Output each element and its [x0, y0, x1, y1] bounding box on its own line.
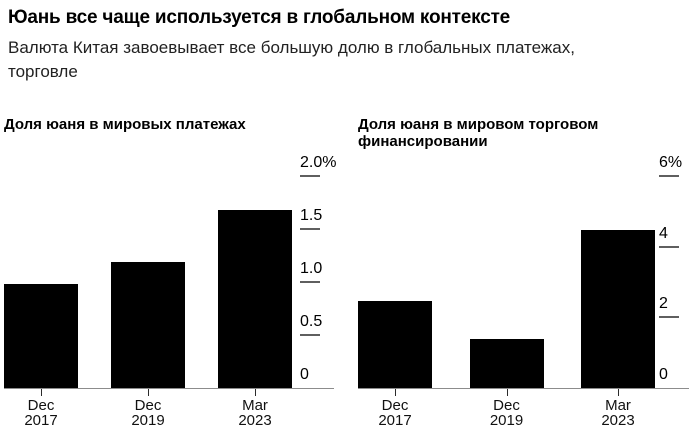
bars-group — [358, 176, 655, 388]
bar-dec-2017 — [358, 301, 432, 388]
bar-mar-2023 — [581, 230, 655, 388]
x-axis-label-text: Mar 2023 — [238, 397, 272, 429]
y-axis-label: 6% — [659, 154, 683, 171]
y-axis-label: 4 — [659, 224, 668, 242]
y-axis-label: 2 — [659, 295, 668, 313]
bar-dec-2017 — [4, 284, 78, 388]
y-axis: 0 0.5 1.0 1.5 2.0% — [292, 155, 336, 388]
y-axis-label: 0 — [300, 366, 309, 383]
plot-area-payments: 0 0.5 1.0 1.5 2.0% — [4, 155, 336, 389]
bar-mar-2023 — [218, 209, 292, 388]
x-axis-tick — [255, 389, 256, 396]
x-axis-tick — [618, 389, 619, 396]
y-axis-tick-dash — [300, 334, 320, 336]
bar-dec-2019 — [469, 338, 544, 388]
x-axis-label-text: Dec 2019 — [131, 397, 165, 429]
x-axis-label-text: Dec 2019 — [489, 397, 524, 429]
x-axis-label-text: Dec 2017 — [24, 397, 58, 429]
y-axis-tick-dash — [659, 316, 679, 319]
x-axis-label: Dec 2017 — [358, 389, 432, 430]
x-axis-label-text: Dec 2017 — [378, 397, 412, 429]
y-axis-tick-dash — [300, 175, 320, 177]
y-axis-tick-dash — [300, 228, 320, 230]
y-axis-tick-dash — [659, 175, 679, 177]
x-axis: Dec 2017 Dec 2019 Mar 2023 — [4, 389, 292, 430]
chart-payments-share: Доля юаня в мировых платежах 0 0.5 1.0 1.5 2… — [4, 114, 336, 430]
x-axis-tick — [506, 389, 508, 396]
y-axis-tick-dash — [300, 281, 320, 283]
y-axis-tick-dash — [659, 245, 679, 248]
x-axis: Dec 2017 Dec 2019 Mar 2023 — [358, 389, 655, 430]
x-axis-label: Dec 2019 — [111, 389, 185, 430]
y-axis-label: 1.0 — [300, 260, 323, 277]
bar-dec-2019 — [111, 261, 185, 388]
x-axis-tick — [148, 389, 149, 396]
y-axis-label: 0 — [659, 366, 668, 383]
figure-subtitle: Валюта Китая завоевывает все большую дол… — [8, 38, 575, 81]
plot-area-trade-finance: 0 2 4 6% — [358, 155, 689, 389]
x-axis-label: Mar 2023 — [218, 389, 292, 430]
x-axis-label: Dec 2019 — [470, 389, 544, 430]
x-axis-label-text: Mar 2023 — [601, 397, 635, 429]
chart-title-payments: Доля юаня в мировых платежах — [4, 116, 246, 133]
y-axis-label: 0.5 — [300, 313, 323, 330]
x-axis-tick — [41, 389, 42, 396]
x-axis-tick — [395, 389, 396, 396]
bars-group — [4, 176, 292, 388]
y-axis: 0 2 4 6% — [655, 155, 689, 388]
y-axis-label: 2.0% — [300, 154, 337, 171]
y-axis-label: 1.5 — [300, 207, 323, 224]
chart-title-trade-finance: Доля юаня в мировом торговом финансирова… — [358, 116, 599, 150]
x-axis-label: Mar 2023 — [581, 389, 655, 430]
x-axis-label: Dec 2017 — [4, 389, 78, 430]
figure-title: Юань все чаще используется в глобальном … — [8, 7, 511, 28]
figure-header: Юань все чаще используется в глобальном … — [0, 0, 689, 84]
charts-row: Доля юаня в мировых платежах 0 0.5 1.0 1.5 2… — [0, 114, 689, 430]
chart-trade-finance-share: Доля юаня в мировом торговом финансирова… — [358, 114, 689, 430]
